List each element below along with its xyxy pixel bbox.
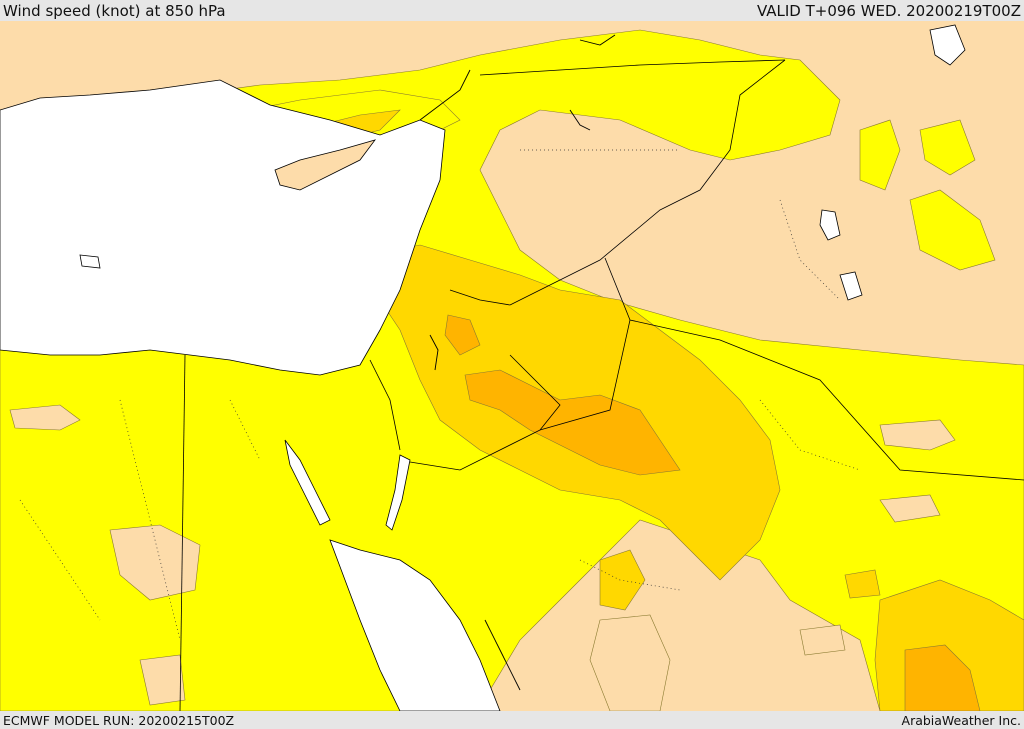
low-wind-patch — [109, 524, 201, 601]
wind-band-yellow-northeast — [859, 119, 901, 191]
cyprus-island — [274, 139, 377, 191]
wind-band-orange-core — [464, 369, 681, 476]
provider-label: ArabiaWeather Inc. — [901, 712, 1021, 728]
wind-band-yellow-gulf — [919, 119, 976, 176]
regional-boundaries — [19, 149, 861, 641]
wind-band-yellow-east — [909, 189, 996, 271]
wind-band-orange-southeast — [904, 644, 981, 711]
wind-speed-map — [0, 21, 1024, 711]
gulf-of-suez — [284, 439, 331, 526]
small-lake — [839, 271, 863, 301]
coastlines — [419, 34, 616, 691]
small-lake — [79, 254, 101, 269]
low-wind-patch — [589, 614, 671, 711]
low-wind-patch — [879, 494, 941, 523]
gulf-of-aqaba — [385, 454, 411, 531]
lake-urmia — [819, 209, 841, 241]
model-run-label: ECMWF MODEL RUN: 20200215T00Z — [3, 712, 235, 728]
wind-band-gold-patch — [844, 569, 881, 599]
map-canvas — [0, 21, 1024, 711]
map-header: Wind speed (knot) at 850 hPa VALID T+096… — [0, 0, 1024, 21]
wind-band-orange-patch — [444, 314, 481, 356]
low-wind-patch — [9, 404, 81, 431]
low-wind-patch — [799, 624, 846, 656]
country-borders — [179, 59, 1024, 711]
low-wind-patch — [879, 419, 956, 451]
low-wind-patch — [139, 654, 186, 706]
map-footer: ECMWF MODEL RUN: 20200215T00Z ArabiaWeat… — [0, 711, 1024, 729]
valid-time: VALID T+096 WED. 20200219T00Z — [756, 1, 1021, 20]
caspian-region-lake — [929, 24, 966, 66]
map-title: Wind speed (knot) at 850 hPa — [3, 1, 226, 20]
wind-band-gold-patch — [599, 549, 646, 611]
red-sea — [329, 539, 501, 711]
